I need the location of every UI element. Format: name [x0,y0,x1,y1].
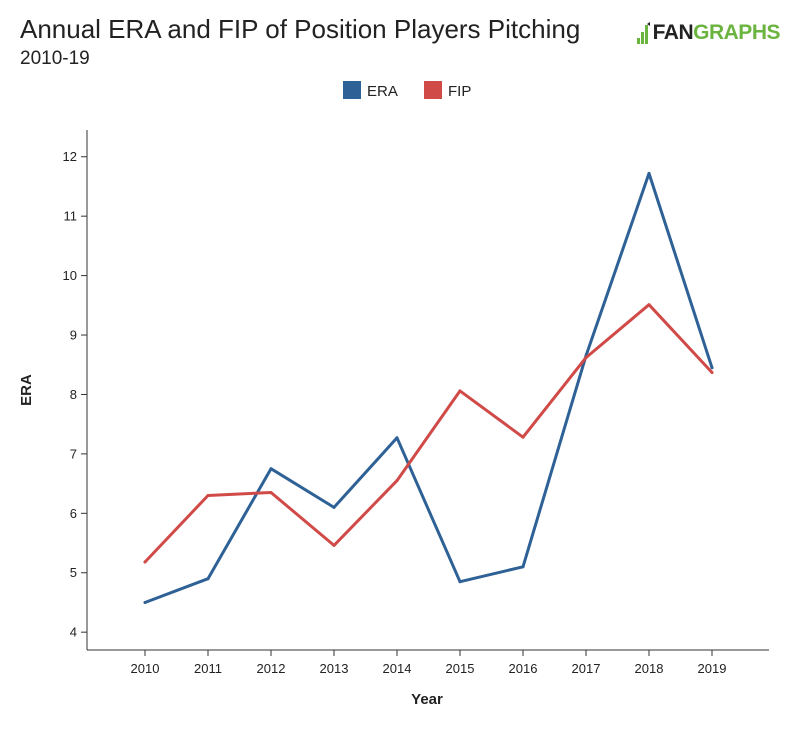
legend-label-era: ERA [367,83,398,100]
data-point-era [521,565,525,569]
y-tick-label: 7 [70,446,77,461]
data-point-fip [332,543,336,547]
fangraphs-logo[interactable]: FANGRAPHS [636,20,781,46]
series-line-era [143,171,714,604]
x-tick-label: 2016 [509,661,538,676]
legend-label-fip: FIP [448,83,471,100]
legend-swatch-fip [424,81,442,99]
data-point-fip [206,494,210,497]
chart-title: Annual ERA and FIP of Position Players P… [20,14,581,44]
y-tick-label: 11 [64,209,78,224]
series-lines [143,171,714,604]
y-tick-label: 6 [70,506,77,521]
data-point-era [332,505,336,509]
y-axis-title: ERA [18,374,35,406]
data-point-fip [521,435,525,439]
legend-swatch-era [343,81,361,99]
data-point-fip [269,491,273,494]
data-point-fip [584,356,588,360]
logo-fan-text: FAN [652,21,694,44]
data-point-fip [710,371,714,374]
y-tick-label: 9 [70,328,77,343]
x-axis-title: Year [411,691,443,708]
series-line-fip [143,303,714,564]
data-point-fip [143,560,147,564]
data-point-fip [395,479,399,483]
y-tick-label: 4 [70,625,77,640]
logo-bars-icon [636,22,650,44]
x-tick-label: 2011 [194,661,222,676]
y-tick-label: 5 [70,565,77,580]
axes: 4 5 6 7 8 9 10 11 12 2010 2011 2012 2013 2014 2015 2016… [18,130,769,708]
y-tick-label: 8 [70,387,77,402]
data-point-era [647,171,651,175]
data-point-fip [458,389,462,393]
data-point-era [206,577,210,581]
data-point-era [710,366,714,370]
x-tick-label: 2019 [698,661,727,676]
data-point-era [395,436,399,440]
x-tick-label: 2013 [320,661,349,676]
data-point-era [269,467,273,471]
chart-subtitle: 2010-19 [20,48,90,69]
x-tick-label: 2010 [131,661,160,676]
data-point-era [143,601,147,604]
x-tick-label: 2015 [446,661,475,676]
logo-graphs-text: GRAPHS [693,21,780,44]
x-tick-label: 2014 [383,661,412,676]
data-point-fip [647,303,651,307]
y-tick-label: 10 [63,268,77,283]
logo-wordmark: FANGRAPHS [652,21,781,45]
y-tick-label: 12 [63,149,77,164]
x-tick-label: 2018 [635,661,664,676]
data-point-era [458,580,462,584]
legend: ERA FIP [343,81,471,100]
x-tick-label: 2012 [257,661,286,676]
x-tick-label: 2017 [572,661,601,676]
